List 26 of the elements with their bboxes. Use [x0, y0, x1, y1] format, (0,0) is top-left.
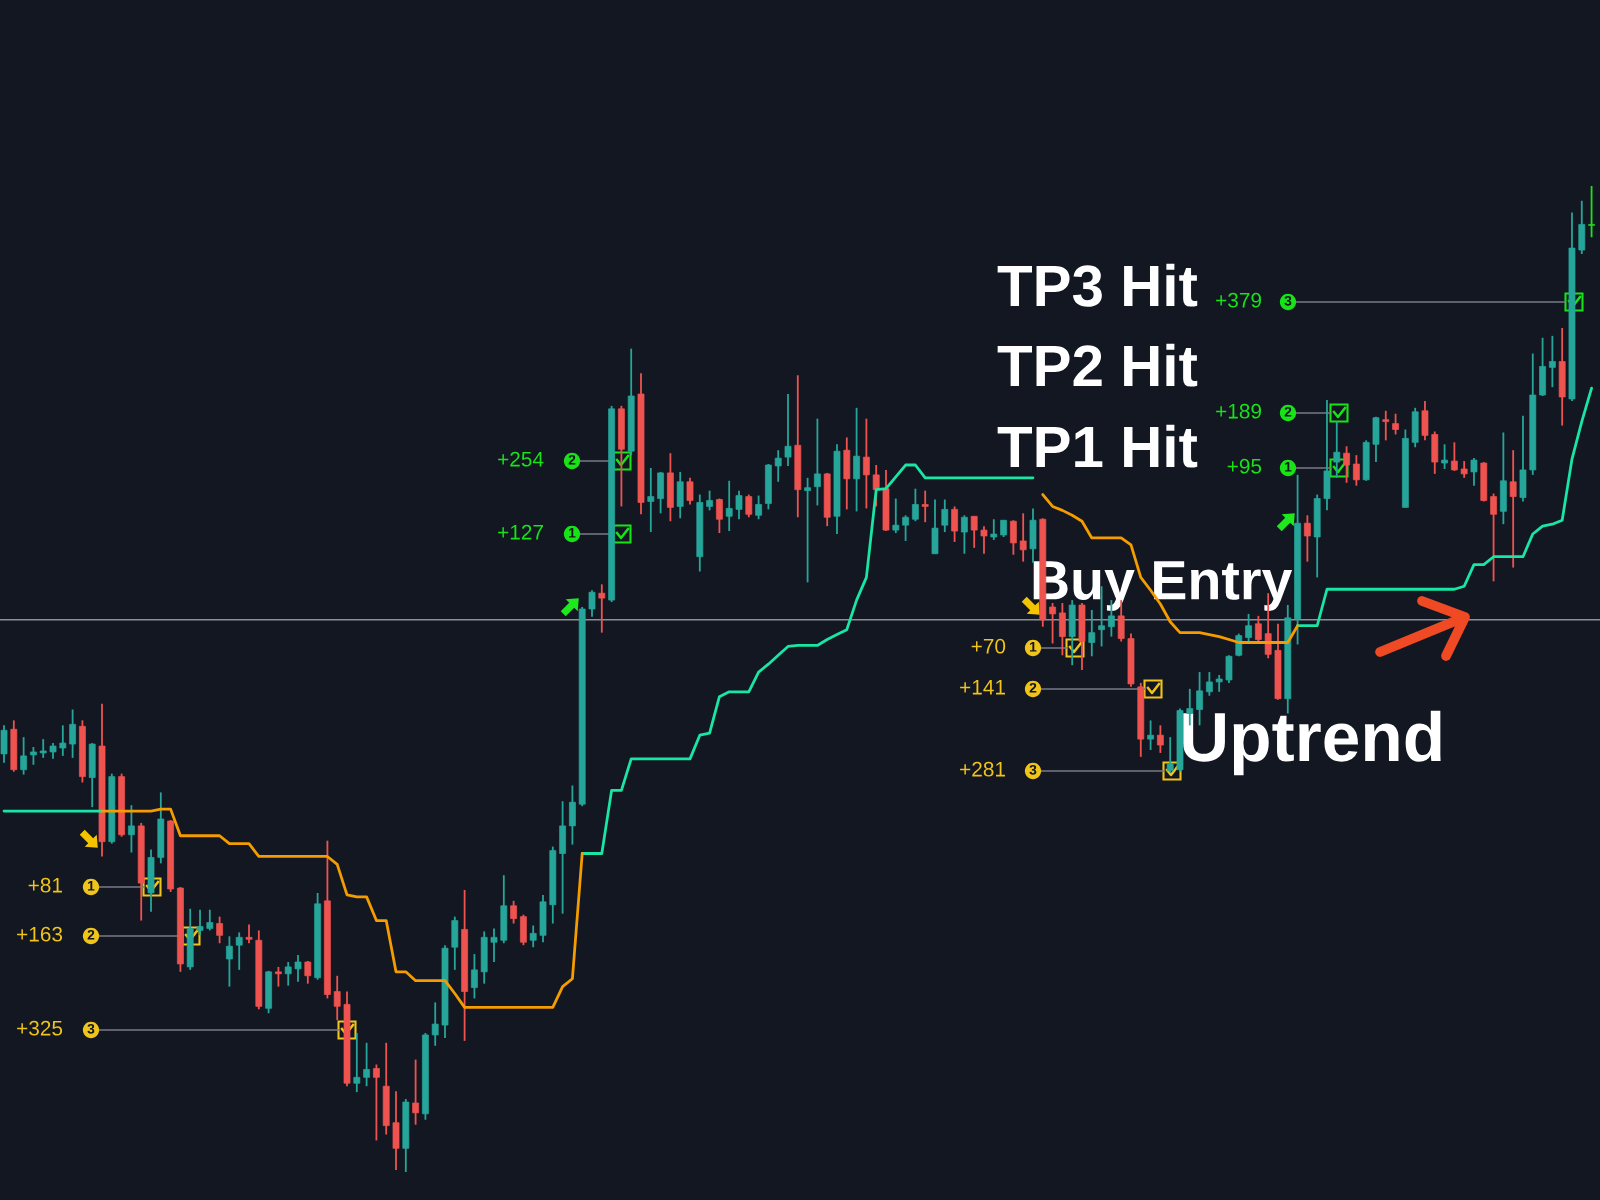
annotation: +379 — [1216, 292, 1262, 308]
annotation: 3 — [87, 1023, 95, 1034]
annotation: TP3 Hit — [997, 263, 1198, 307]
annotation: 2 — [87, 929, 95, 940]
annotation: +141 — [960, 680, 1005, 695]
annotation: Uptrend — [1183, 710, 1441, 776]
annotation: TP1 Hit — [997, 424, 1198, 468]
annotation: +163 — [17, 926, 63, 942]
annotation: TP2 Hit — [997, 343, 1198, 387]
annotation: 1 — [1030, 642, 1037, 652]
annotation: +127 — [498, 524, 543, 540]
annotation: +95 — [1227, 458, 1262, 474]
annotation: +189 — [1216, 403, 1262, 419]
annotation: 1 — [569, 528, 576, 538]
annotation: 2 — [1284, 406, 1292, 417]
annotation: +325 — [17, 1020, 63, 1036]
annotation: 2 — [1029, 682, 1037, 693]
annotation: 3 — [1029, 764, 1037, 775]
annotation: +70 — [971, 638, 1006, 654]
annotation: 2 — [568, 454, 576, 465]
annotation: +81 — [28, 877, 62, 893]
annotation: +281 — [960, 761, 1005, 777]
annotation: 3 — [1284, 295, 1292, 306]
annotation: 1 — [1285, 462, 1292, 472]
annotation: 1 — [88, 881, 95, 891]
annotation: +254 — [498, 451, 544, 467]
